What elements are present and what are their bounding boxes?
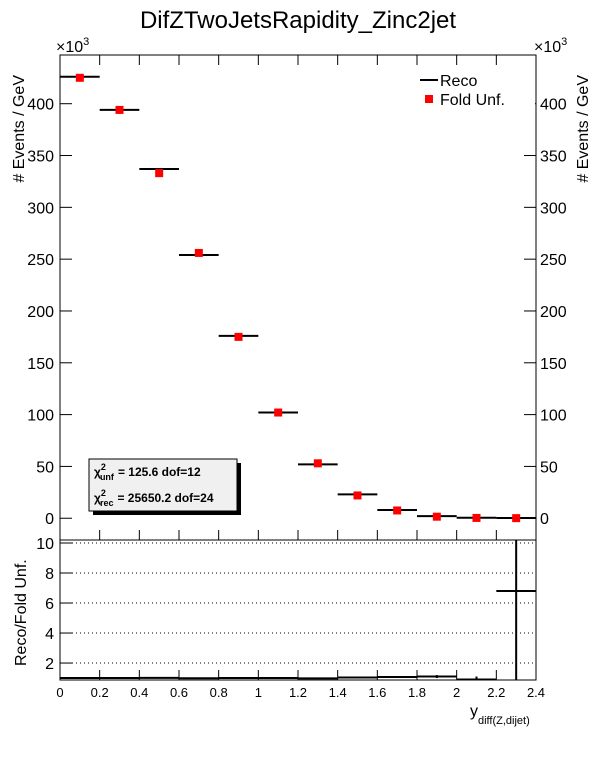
y-axis-label-right: # Events / GeV	[575, 75, 592, 183]
y-tick-label: 150	[27, 356, 54, 373]
ratio-pad: 2 4 6 8 10 0 0.2 0.4 0.6 0.8 1 1.2 1.4 1.6 1.8 2 2.2 2.4	[36, 536, 545, 700]
y-tick-label: 2	[45, 656, 54, 673]
x-tick-label: 1.2	[289, 685, 307, 700]
y-multiplier-right: ×103	[534, 36, 567, 56]
stats-box	[88, 458, 238, 512]
marker	[274, 408, 283, 417]
y-tick-label-right: 50	[540, 459, 558, 476]
legend-label: Reco	[440, 73, 477, 90]
marker	[472, 513, 481, 522]
marker	[115, 105, 124, 114]
y-tick-label: 0	[45, 511, 54, 528]
x-tick-label: 1.4	[329, 685, 347, 700]
y-tick-label: 200	[27, 304, 54, 321]
main-pad: 0 0 50 50 100 100 150 150 200 200 250 250 300 300 350 3…	[27, 54, 567, 541]
multiplier-base: ×10	[534, 39, 561, 56]
stats-line: χ2 rec = 25650.2 dof=24	[94, 488, 214, 508]
y-tick-label-right: 300	[540, 200, 567, 217]
legend-box	[415, 66, 535, 112]
y-tick-label: 6	[45, 596, 54, 613]
y-tick-label: 250	[27, 252, 54, 269]
y-tick-label-right: 250	[540, 252, 567, 269]
x-tick-label: 0.8	[210, 685, 228, 700]
multiplier-exp: 3	[83, 36, 89, 48]
marker	[313, 459, 322, 468]
y-tick-label-right: 100	[540, 408, 567, 425]
x-tick-label: 1.6	[368, 685, 386, 700]
legend-label: Fold Unf.	[440, 92, 505, 109]
x-tick-label: 2.2	[487, 685, 505, 700]
stats-symbol: χ	[94, 465, 101, 479]
stats-text: = 25650.2 dof=24	[117, 491, 213, 505]
y-tick-label: 350	[27, 149, 54, 166]
stats-sup: 2	[101, 462, 106, 472]
multiplier-exp: 3	[561, 36, 567, 48]
stats-sup: 2	[101, 488, 106, 498]
legend-marker	[425, 95, 433, 103]
marker	[353, 491, 362, 500]
x-label-sub: diff(Z,dijet)	[478, 715, 530, 727]
y-tick-label-right: 350	[540, 149, 567, 166]
x-tick-label: 1.8	[408, 685, 426, 700]
marker	[432, 512, 441, 521]
y-multiplier: ×103	[56, 36, 89, 56]
stats-line: χ2 unf = 125.6 dof=12	[94, 462, 201, 482]
x-tick-label: 2	[453, 685, 460, 700]
multiplier-base: ×10	[56, 39, 83, 56]
x-tick-label: 0.6	[170, 685, 188, 700]
chart-title: DifZTwoJetsRapidity_Zinc2jet	[140, 7, 456, 34]
marker	[393, 506, 402, 515]
marker	[155, 169, 164, 178]
y-tick-label: 400	[27, 97, 54, 114]
stats-sub: rec	[100, 498, 114, 508]
y-tick-label: 300	[27, 200, 54, 217]
y-tick-label: 50	[36, 459, 54, 476]
y-tick-label-right: 0	[540, 511, 549, 528]
frame	[59, 539, 537, 681]
y-tick-label-right: 150	[540, 356, 567, 373]
y-tick-label: 10	[36, 536, 54, 553]
x-tick-label: 0.4	[130, 685, 148, 700]
marker	[512, 514, 521, 523]
ratio-y-label: Reco/Fold Unf.	[13, 559, 30, 666]
y-axis-label: # Events / GeV	[11, 75, 28, 183]
x-tick-label: 0	[56, 685, 63, 700]
stats-text: = 125.6 dof=12	[118, 465, 201, 479]
plot-area	[60, 73, 536, 523]
x-label-main: y	[470, 703, 478, 720]
y-tick-label: 100	[27, 408, 54, 425]
y-tick-label-right: 400	[540, 97, 567, 114]
y-tick-label: 8	[45, 566, 54, 583]
x-tick-label: 2.4	[527, 685, 545, 700]
x-tick-label: 1	[255, 685, 262, 700]
plot-area	[60, 540, 536, 680]
y-tick-label-right: 200	[540, 304, 567, 321]
marker	[75, 73, 84, 82]
x-tick-label: 0.2	[91, 685, 109, 700]
marker	[194, 248, 203, 257]
marker	[234, 332, 243, 341]
x-axis-label: ydiff(Z,dijet)	[470, 703, 530, 727]
y-tick-label: 4	[45, 626, 54, 643]
stats-sub: unf	[100, 472, 115, 482]
stats-symbol: χ	[94, 491, 101, 505]
